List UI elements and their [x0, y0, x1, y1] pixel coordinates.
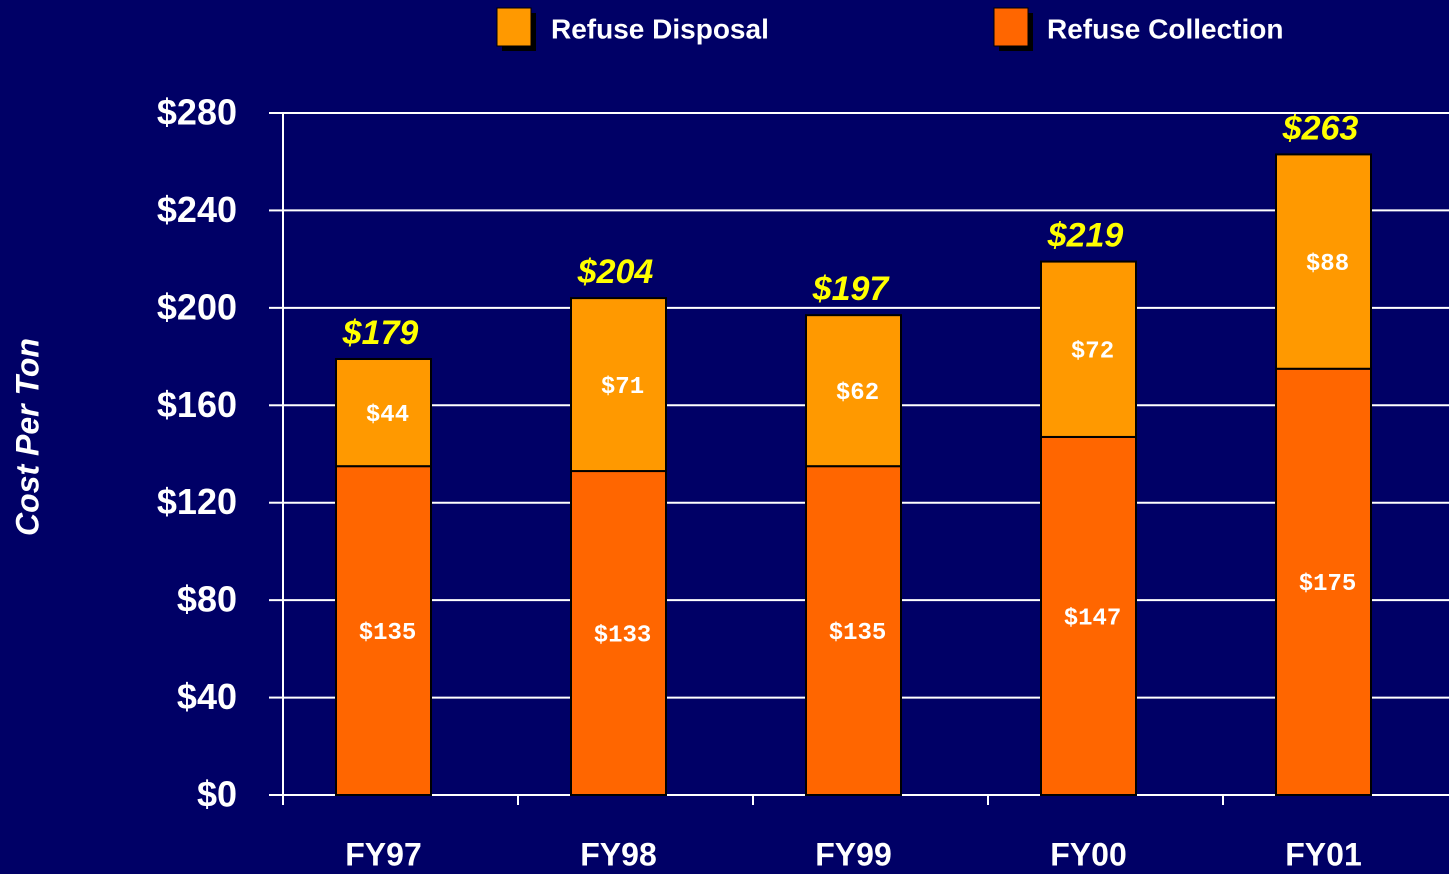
- x-tick-label: FY97: [345, 836, 421, 872]
- total-label: $197: [812, 270, 891, 308]
- bar-segment: [805, 314, 902, 468]
- bar-segment: [1275, 153, 1372, 370]
- segment-label: $133: [594, 622, 652, 649]
- y-tick-label: $280: [157, 92, 237, 133]
- y-tick-label: $240: [157, 189, 237, 230]
- segment-label: $88: [1306, 251, 1349, 278]
- bar-segment: [1275, 367, 1372, 796]
- y-tick-label: $160: [157, 384, 237, 425]
- segment-label: $44: [366, 402, 409, 429]
- segment-label: $135: [359, 620, 417, 647]
- legend-swatch: [993, 7, 1029, 47]
- bar-segment: [1040, 260, 1137, 438]
- x-tick-label: FY98: [580, 836, 656, 872]
- x-tick-label: FY01: [1285, 836, 1361, 872]
- x-tick-label: FY99: [815, 836, 891, 872]
- bar-segment: [570, 297, 667, 473]
- y-tick-label: $40: [177, 676, 237, 717]
- total-label: $179: [342, 314, 419, 352]
- total-label: $219: [1047, 217, 1124, 255]
- x-tick-label: FY00: [1050, 836, 1126, 872]
- bar-segment: [805, 465, 902, 796]
- legend-swatch: [496, 7, 532, 47]
- segment-label: $71: [601, 374, 644, 401]
- bar-segment: [570, 470, 667, 796]
- segment-label: $147: [1064, 605, 1122, 632]
- segment-label: $175: [1299, 571, 1357, 598]
- y-tick-label: $0: [197, 774, 237, 815]
- y-tick-label: $120: [157, 481, 237, 522]
- segment-label: $72: [1071, 339, 1114, 366]
- y-axis-label: Cost Per Ton: [9, 338, 45, 536]
- legend-label: Refuse Disposal: [551, 13, 769, 44]
- legend-label: Refuse Collection: [1047, 13, 1283, 44]
- y-tick-label: $200: [157, 286, 237, 327]
- segment-label: $62: [836, 380, 879, 407]
- bar-segment: [335, 358, 432, 468]
- bar-segment: [1040, 435, 1137, 796]
- total-label: $204: [577, 253, 654, 291]
- total-label: $263: [1282, 109, 1359, 147]
- y-tick-label: $80: [177, 579, 237, 620]
- segment-label: $135: [829, 620, 887, 647]
